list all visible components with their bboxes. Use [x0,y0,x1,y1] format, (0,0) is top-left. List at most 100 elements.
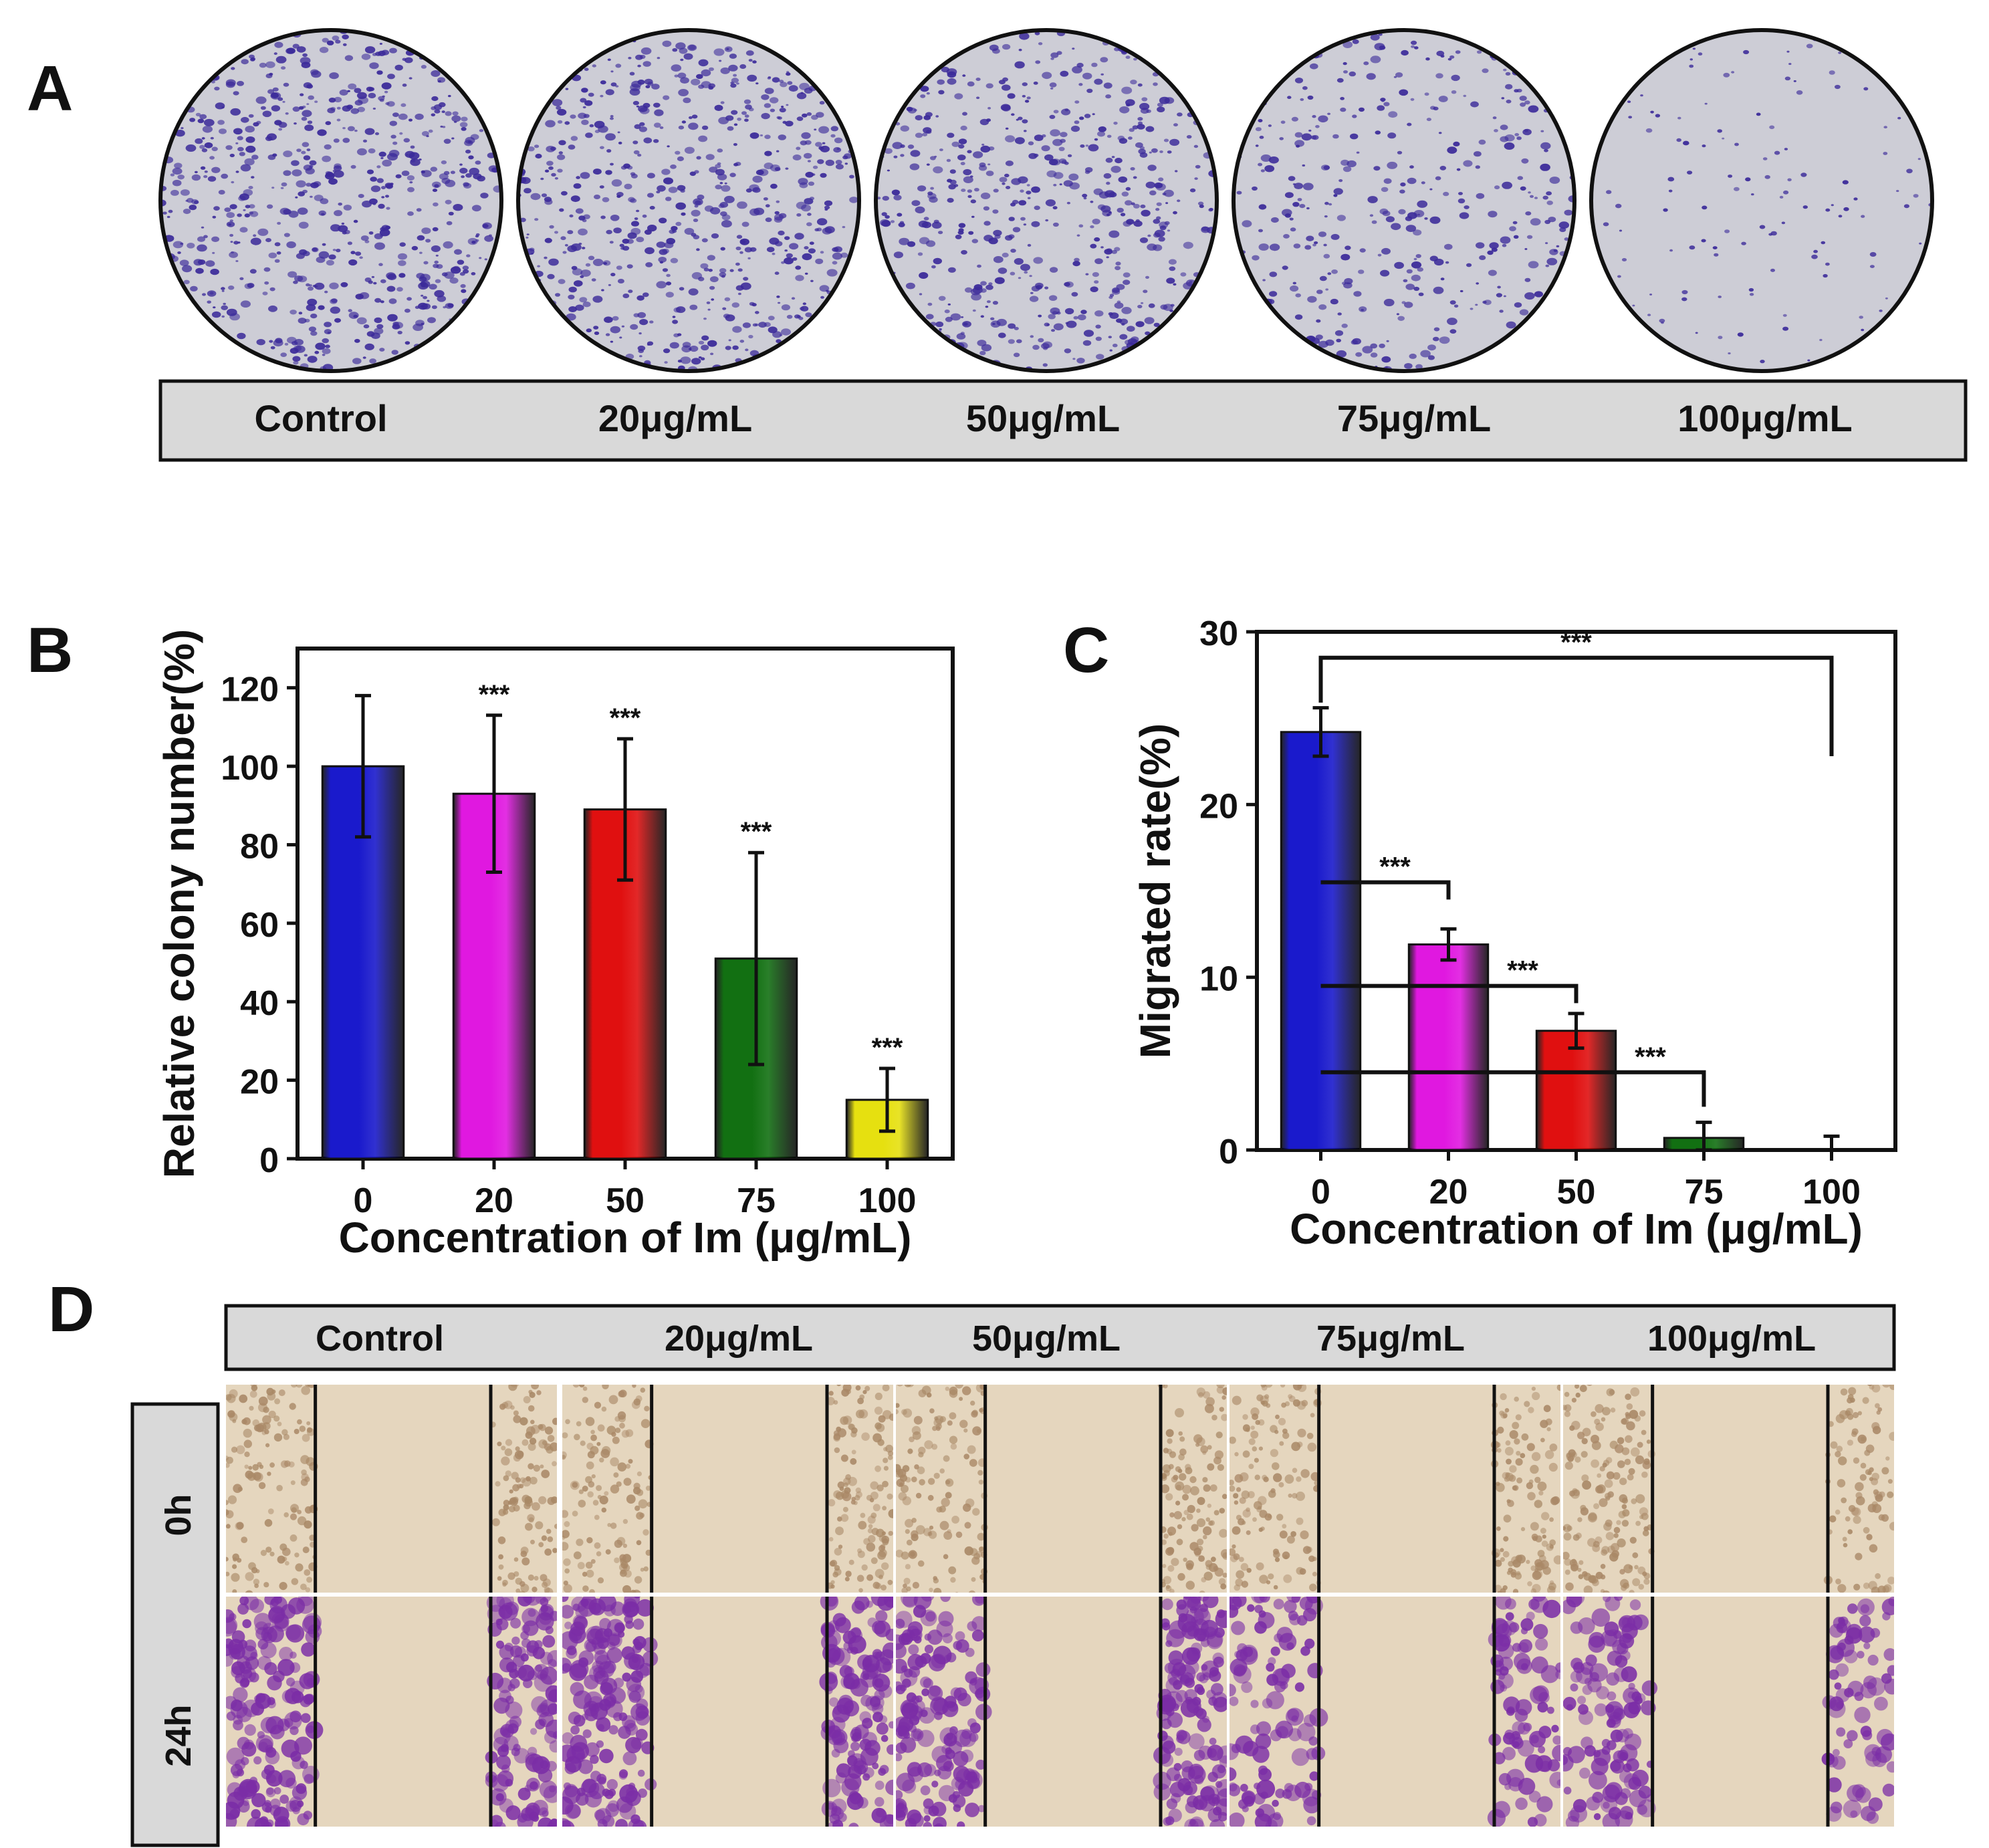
wound-image-tile [562,1385,893,1593]
x-tick-label: 50 [606,1181,645,1220]
dish-rim [1232,28,1576,373]
dish-background [1591,30,1932,371]
y-tick-label: 60 [240,906,279,945]
bar-0 [1280,731,1362,1151]
y-tick-label: 0 [259,1141,279,1180]
comparison-label: *** [1379,852,1411,882]
dish-label-1: 20μg/mL [598,397,752,439]
wound-image-tile [1563,1385,1894,1593]
dish-background [1234,30,1574,371]
cell-region [896,1597,1227,1827]
bar-20 [1407,943,1490,1151]
dish-rim [874,28,1219,373]
y-tick-label: 10 [1199,960,1238,999]
comparison-bracket: *** [1318,628,1834,756]
panel-d-wound-healing: Control 20μg/mL 50μg/mL 75μg/mL 100μg/mL 0h 24… [130,1304,1896,1847]
colony-dots [876,30,1217,371]
comparison-bracket: *** [1320,852,1451,900]
panel-d-letter: D [48,1274,95,1345]
x-tick-label: 75 [1685,1173,1724,1211]
dish-rim [158,28,503,373]
panel-a-colony-dishes: Control 20μg/mL 50μg/mL 75μg/mL 100μg/mL [158,28,1968,462]
wound-image-tile [1230,1597,1560,1827]
dish-rim [516,28,861,373]
cell-region [562,1385,893,1593]
cell-region [1563,1385,1894,1593]
y-tick-label: 20 [240,1063,279,1102]
x-tick-label: 0 [354,1181,373,1220]
cell-region [1230,1597,1560,1827]
y-tick-label: 40 [240,984,279,1023]
colony-dots [1603,37,1932,364]
significance-marker: *** [741,817,772,846]
colony-dots [518,30,858,371]
y-tick-label: 20 [1199,787,1238,826]
dish-background [876,30,1217,371]
wound-image-tile [1563,1597,1894,1827]
wound-column-label-0: Control [316,1318,444,1359]
comparison-label: *** [1507,956,1538,986]
cell-region [1563,1597,1894,1827]
comparison-label: *** [1560,628,1592,657]
wound-column-label-3: 75μg/mL [1316,1318,1465,1359]
colony-dish [1232,28,1576,373]
dish-label-4: 100μg/mL [1677,397,1852,439]
y-tick-label: 120 [221,671,279,709]
x-tick-label: 0 [1311,1173,1330,1211]
panel-c-letter: C [1063,614,1110,686]
significance-marker: *** [610,703,641,733]
y-axis-label: Relative colony number(%) [155,629,203,1179]
wound-column-label-4: 100μg/mL [1647,1318,1816,1359]
wound-column-label-1: 20μg/mL [665,1318,813,1359]
y-axis-label: Migrated rate(%) [1131,723,1179,1058]
wound-image-tile [226,1385,557,1593]
cell-region [1230,1385,1560,1593]
dish-label-2: 50μg/mL [966,397,1120,439]
cell-region [226,1597,557,1827]
cell-region [226,1385,557,1593]
wound-image-tile [896,1597,1227,1827]
y-tick-label: 80 [240,827,279,866]
significance-marker: *** [479,680,510,709]
panel-b-letter: B [27,614,74,686]
x-tick-label: 20 [475,1181,513,1220]
dish-label-3: 75μg/mL [1337,397,1491,439]
x-tick-label: 50 [1557,1173,1596,1211]
wound-column-label-2: 50μg/mL [972,1318,1121,1359]
wound-image-tile [226,1597,557,1827]
wound-row-label-1: 24h [158,1704,199,1766]
comparison-bracket: *** [1320,956,1578,1004]
wound-image-tile [896,1385,1227,1593]
colony-dish [516,28,861,373]
wound-image-tile [1230,1385,1560,1593]
y-tick-label: 30 [1199,614,1238,653]
colony-dish [158,28,503,373]
dish-background [518,30,859,371]
x-tick-label: 100 [858,1181,917,1220]
y-tick-label: 100 [221,749,279,788]
dish-label-0: Control [254,397,387,439]
x-tick-label: 20 [1429,1173,1468,1211]
colony-dots [1236,33,1574,371]
column-header-strip [224,1304,1896,1371]
cell-region [896,1385,1227,1593]
wound-image-tile [562,1597,893,1827]
colony-dish [874,28,1219,373]
colony-dish [1589,28,1934,373]
y-tick-label: 0 [1219,1133,1238,1171]
bar-50 [1535,1030,1617,1151]
x-axis-label: Concentration of Im (μg/mL) [1290,1205,1863,1253]
x-tick-label: 75 [737,1181,776,1220]
x-tick-label: 100 [1802,1173,1861,1211]
significance-marker: *** [872,1033,903,1062]
dish-rim [1589,28,1934,373]
comparison-label: *** [1635,1042,1666,1072]
row-header-strip [130,1402,220,1847]
panel-a-label-strip [158,379,1968,462]
wound-row-label-0: 0h [158,1494,199,1536]
x-axis-label: Concentration of Im (μg/mL) [339,1214,912,1262]
panel-a-letter: A [27,53,74,124]
comparison-bracket: *** [1320,1042,1706,1107]
